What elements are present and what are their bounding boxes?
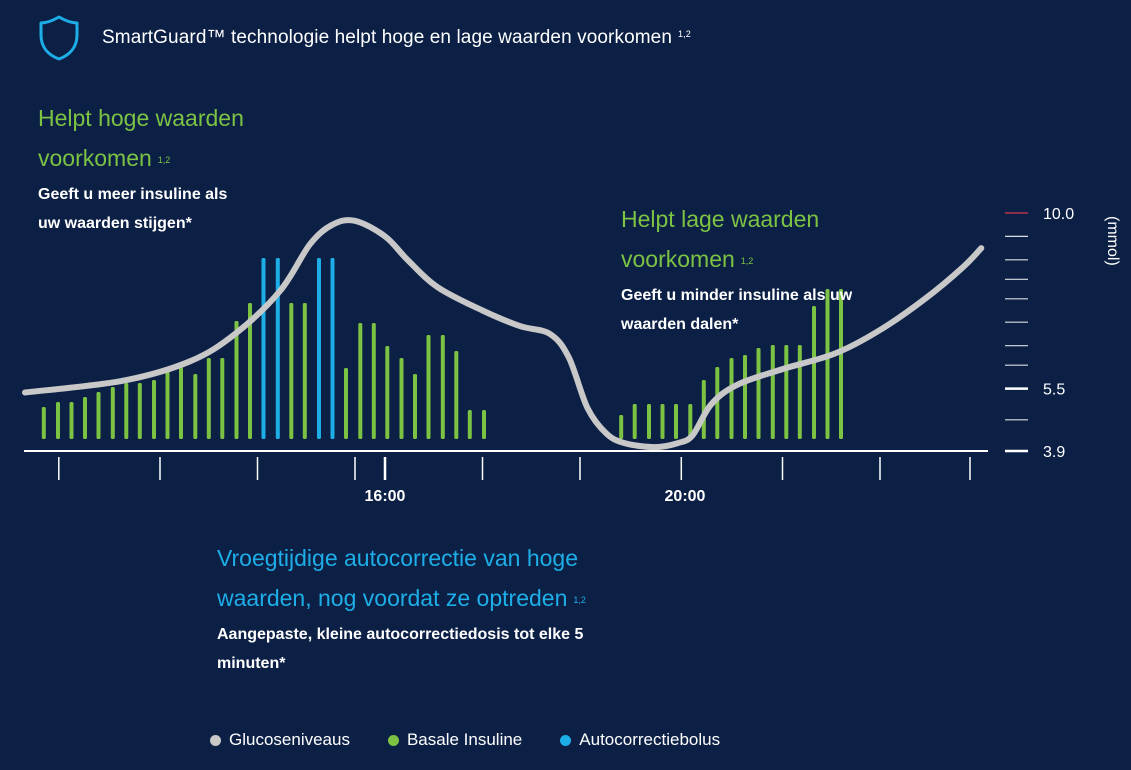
basal-insulin-bar xyxy=(358,323,363,439)
basal-insulin-bar xyxy=(743,355,747,439)
glucose-curve xyxy=(22,217,985,451)
basal-insulin-bar xyxy=(41,407,46,439)
basal-insulin-bar xyxy=(632,404,637,439)
legend-label-basal: Basale Insuline xyxy=(406,730,523,749)
legend-dot-glucose xyxy=(210,734,221,746)
basal-insulin-bar xyxy=(206,358,211,439)
x-tick-label: 20:00 xyxy=(665,488,706,505)
basal-insulin-bar xyxy=(839,289,843,439)
basal-insulin-bar xyxy=(701,380,706,439)
basal-insulin-bar xyxy=(344,368,348,439)
basal-insulin-bar xyxy=(619,415,624,439)
basal-insulin-bar xyxy=(137,383,142,439)
basal-insulin-bar xyxy=(729,358,734,439)
insulin-bars xyxy=(41,258,843,439)
basal-insulin-bar xyxy=(124,383,129,439)
page-title-ref: 1,2 xyxy=(678,29,691,39)
basal-insulin-bar xyxy=(193,374,198,439)
basal-insulin-bar xyxy=(674,404,678,439)
callout-autocorrection-title: Vroegtijdige autocorrectie van hoge waar… xyxy=(217,545,586,611)
basal-insulin-bar xyxy=(756,348,761,439)
page-title: SmartGuard™ technologie helpt hoge en la… xyxy=(102,27,691,48)
legend-item-basal: Basale Insuline xyxy=(387,730,523,750)
shield-icon xyxy=(39,15,79,61)
legend-dot-bolus xyxy=(560,734,572,746)
legend-label-glucose: Glucoseniveaus xyxy=(229,730,350,749)
y-unit-label: (mmol) xyxy=(1104,216,1121,266)
autocorrection-bolus-bar xyxy=(261,258,266,439)
basal-insulin-bar xyxy=(234,321,239,439)
y-tick-label: 10.0 xyxy=(1043,206,1074,223)
callout-high-body: Geeft u meer insuline als uw waarden sti… xyxy=(38,186,228,232)
basal-insulin-bar xyxy=(385,346,390,439)
basal-insulin-bar xyxy=(660,404,665,439)
basal-insulin-bar xyxy=(399,358,404,439)
basal-insulin-bar xyxy=(454,351,459,439)
basal-insulin-bar xyxy=(220,358,225,439)
callout-autocorrection-body: Aangepaste, kleine autocorrectiedosis to… xyxy=(217,626,584,672)
basal-insulin-bar xyxy=(715,367,720,439)
basal-insulin-bar xyxy=(770,345,775,439)
basal-insulin-bar xyxy=(784,345,789,439)
basal-insulin-bar xyxy=(413,374,417,439)
basal-insulin-bar xyxy=(440,335,445,439)
basal-insulin-bar xyxy=(426,335,431,439)
autocorrection-bolus-bar xyxy=(317,258,321,439)
basal-insulin-bar xyxy=(647,404,651,439)
legend-item-bolus: Autocorrectiebolus xyxy=(560,730,720,750)
basal-insulin-bar xyxy=(371,323,376,439)
basal-insulin-bar xyxy=(179,367,183,439)
basal-insulin-bar xyxy=(69,402,74,439)
callout-low: Helpt lage waarden voorkomen 1,2 Geeft u … xyxy=(621,199,852,339)
basal-insulin-bar xyxy=(688,404,693,439)
y-tick-label: 3.9 xyxy=(1043,444,1065,461)
x-axis: 16:00 20:00 xyxy=(24,450,988,505)
basal-insulin-bar xyxy=(110,387,115,439)
basal-insulin-bar xyxy=(812,306,816,439)
header: SmartGuard™ technologie helpt hoge en la… xyxy=(38,12,691,64)
basal-insulin-bar xyxy=(165,367,170,439)
glucose-curve-layer xyxy=(22,217,985,451)
y-tick-label: 5.5 xyxy=(1043,382,1065,399)
basal-insulin-bar xyxy=(289,303,294,439)
callout-high-title: Helpt hoge waarden voorkomen 1,2 xyxy=(38,105,244,171)
callout-low-body: Geeft u minder insuline als uw waarden d… xyxy=(621,287,853,333)
autocorrection-bolus-bar xyxy=(330,258,335,439)
callout-high: Helpt hoge waarden voorkomen 1,2 Geeft u … xyxy=(38,98,244,238)
y-scale: 10.0 5.5 3.9 xyxy=(1005,206,1074,461)
basal-insulin-bar xyxy=(248,303,252,439)
basal-insulin-bar xyxy=(56,402,60,439)
basal-insulin-bar xyxy=(467,410,472,439)
basal-insulin-bar xyxy=(797,345,802,439)
basal-insulin-bar xyxy=(152,380,156,439)
callout-autocorrection: Vroegtijdige autocorrectie van hoge waar… xyxy=(217,538,586,678)
legend: Glucoseniveaus Basale Insuline Autocorre… xyxy=(210,730,758,750)
autocorrection-bolus-bar xyxy=(275,258,280,439)
legend-item-glucose: Glucoseniveaus xyxy=(210,730,350,750)
basal-insulin-bar xyxy=(83,397,87,439)
legend-dot-basal xyxy=(387,734,399,746)
x-tick-label: 16:00 xyxy=(365,488,406,505)
legend-label-bolus: Autocorrectiebolus xyxy=(579,730,721,749)
basal-insulin-bar xyxy=(96,392,101,439)
basal-insulin-bar xyxy=(825,289,830,439)
callout-low-title: Helpt lage waarden voorkomen 1,2 xyxy=(621,206,820,272)
basal-insulin-bar xyxy=(482,410,486,439)
basal-insulin-bar xyxy=(302,303,307,439)
